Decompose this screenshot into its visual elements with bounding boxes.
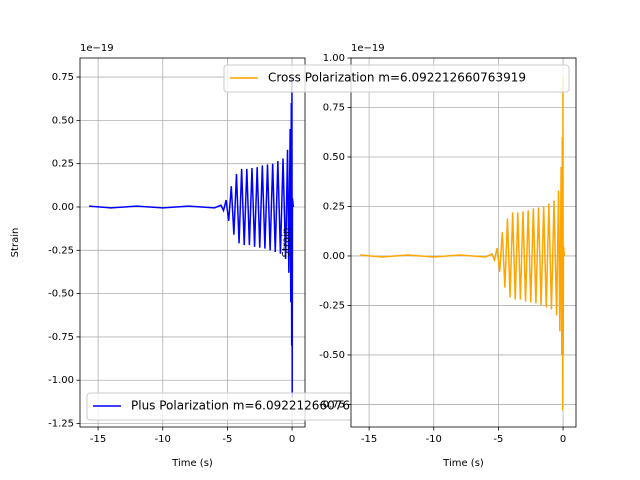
y-tick-label: -0.75 (48, 332, 74, 343)
x-tick-label: -5 (493, 434, 503, 445)
y-tick-label: -0.25 (48, 245, 74, 256)
x-tick-label: -15 (90, 434, 106, 445)
y-tick-label: 0.75 (323, 102, 345, 113)
axes: -15 -10 -5 0 -0.75 -0.50 -0.25 0.00 0.25 0.50 0.75… (223, 43, 577, 469)
y-tick-label: -1.25 (48, 419, 74, 430)
series-line (88, 77, 295, 398)
y-tick-label: -0.75 (319, 399, 345, 410)
axes-frame (79, 57, 306, 428)
legend-label: Cross Polarization m=6.092212660763919 (268, 71, 526, 85)
legend: Cross Polarization m=6.092212660763919 (223, 64, 570, 93)
axes-background (80, 58, 305, 427)
x-tick-label: -15 (361, 434, 377, 445)
y-axis-label: Strain (10, 228, 21, 258)
x-tick-label: 0 (560, 434, 566, 445)
y-tick-label: 0.00 (323, 251, 345, 262)
axes: -15 -10 -5 0 -1.25 -1.00 -0.75 -0.50 -0.25 0.00 0.… (10, 43, 433, 469)
offset-label: 1e−19 (80, 43, 114, 54)
y-tick-label: 0.25 (323, 201, 345, 212)
legend-label: Plus Polarization m=6.092212660763919 (131, 399, 381, 413)
y-tick-label: 1.00 (323, 53, 345, 64)
y-tick-label: -0.50 (48, 289, 74, 300)
legend-box (223, 64, 570, 93)
y-axis-label: Strain (281, 228, 292, 258)
x-axis-label: Time (s) (442, 458, 484, 469)
x-tick-label: -10 (155, 434, 171, 445)
y-tick-label: 0.25 (52, 159, 74, 170)
axes-frame (350, 57, 577, 428)
y-tick-label: 0.50 (52, 115, 74, 126)
series-line (359, 77, 566, 411)
y-tick-label: -1.00 (48, 375, 74, 386)
x-tick-label: -5 (222, 434, 232, 445)
offset-label: 1e−19 (351, 43, 385, 54)
y-tick-label: -0.50 (319, 350, 345, 361)
x-tick-label: -10 (426, 434, 442, 445)
y-tick-label: 0.00 (52, 202, 74, 213)
y-tick-label: 0.75 (52, 72, 74, 83)
axes-background (351, 58, 576, 427)
y-tick-label: 0.50 (323, 152, 345, 163)
x-tick-label: 0 (289, 434, 295, 445)
y-tick-label: -0.25 (319, 300, 345, 311)
x-axis-label: Time (s) (171, 458, 213, 469)
